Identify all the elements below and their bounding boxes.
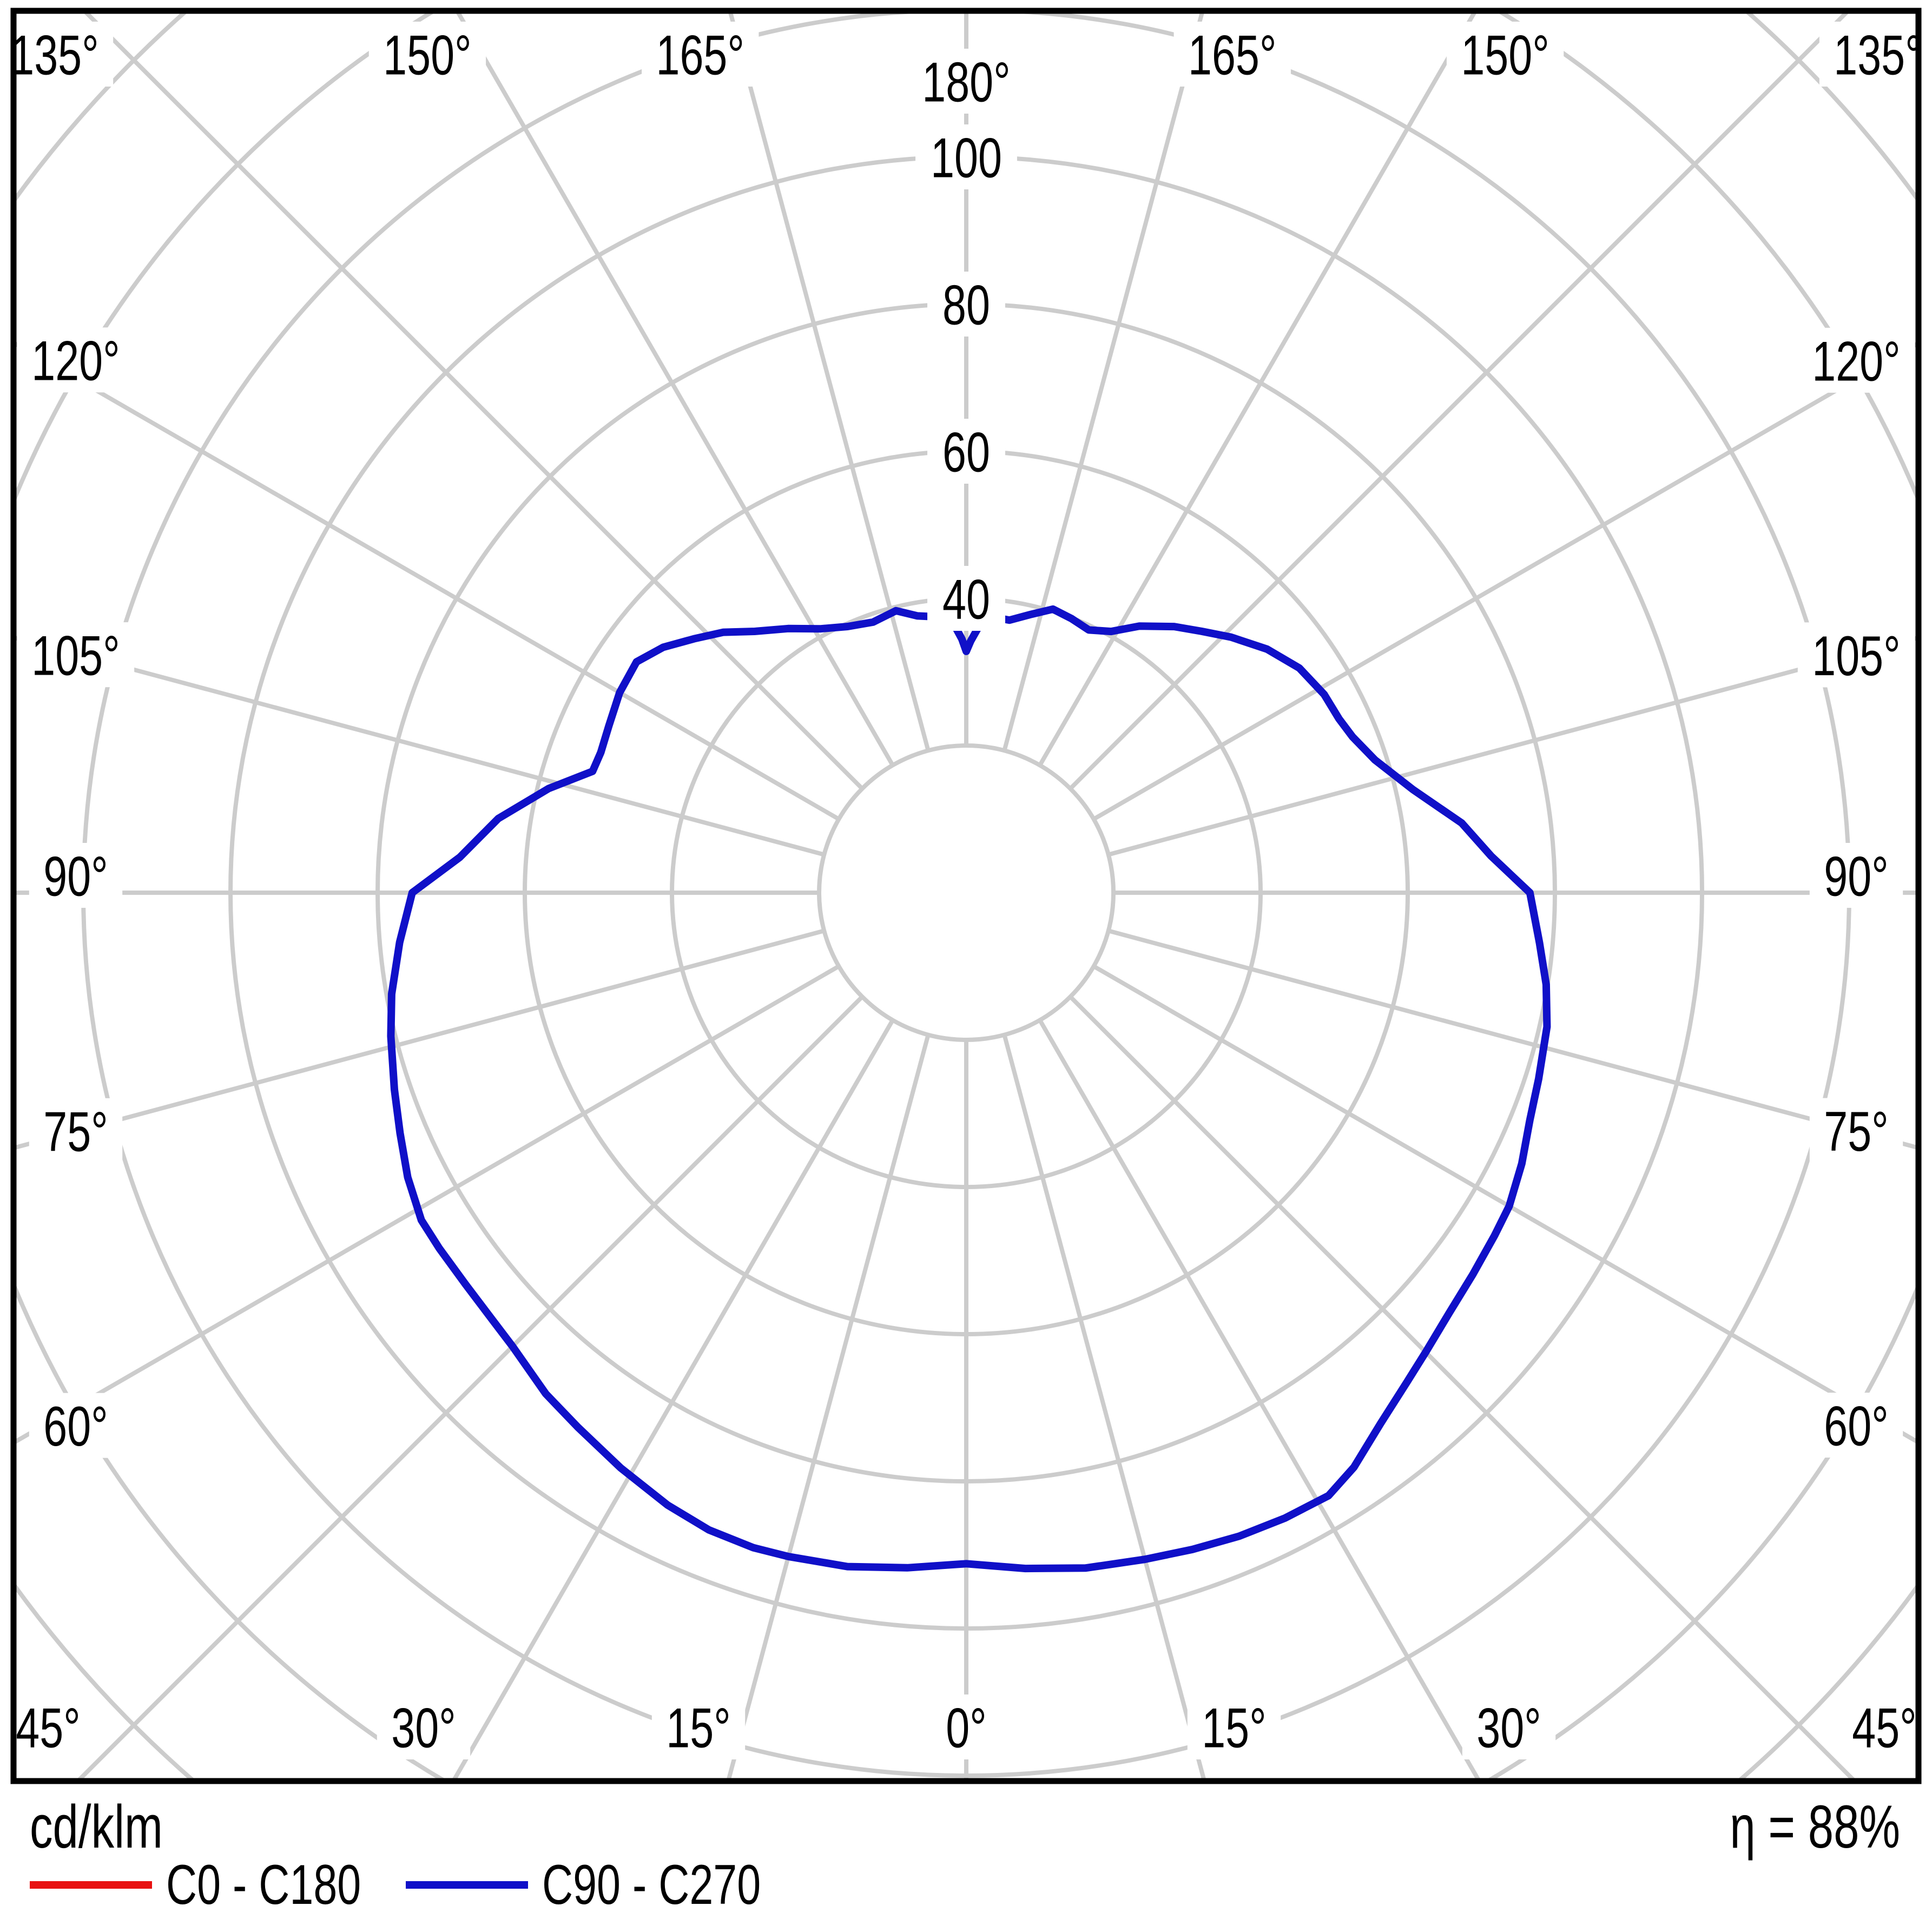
- angle-label-165-left-mask: [642, 22, 759, 87]
- legend-line-blue-icon: [406, 1881, 528, 1889]
- angle-label-135-left-mask: [0, 22, 114, 87]
- angle-label-120-left: 120°: [31, 329, 120, 392]
- legend-label-c0-c180: C0 - C180: [166, 1854, 361, 1916]
- radial-tick-label-40: 40: [942, 568, 990, 631]
- units-label-text: cd/klm: [30, 1793, 163, 1861]
- angle-label-165-left: 165°: [656, 23, 744, 87]
- angle-label-150-left-mask: [368, 22, 486, 87]
- angle-label-135-right-mask: [1819, 22, 1932, 87]
- angle-label-15-left-mask: [651, 1694, 746, 1759]
- angle-label-105-right: 105°: [1812, 624, 1900, 687]
- angle-label-15-right-mask: [1187, 1694, 1281, 1759]
- angle-label-90-left: 90°: [43, 845, 108, 908]
- angle-label-30-left-mask: [377, 1694, 471, 1759]
- radial-tick-label-80: 80: [942, 273, 990, 337]
- radial-tick-label-100: 100: [931, 126, 1002, 189]
- grid-ray-240: [14, 340, 840, 821]
- grid-ray-75: [1107, 928, 1918, 1150]
- grid-ray-15: [1002, 1034, 1207, 1781]
- angle-label-45-left: 45°: [16, 1696, 81, 1759]
- grid-ray-285: [14, 928, 825, 1150]
- angle-label-75-right-mask: [1809, 1098, 1903, 1163]
- grid-ray-165: [1002, 11, 1205, 751]
- grid-ray-150: [1038, 11, 1478, 767]
- angle-label-75-right: 75°: [1824, 1099, 1889, 1163]
- angle-label-45-right-mask: [1837, 1694, 1931, 1759]
- angle-label-150-right: 150°: [1461, 23, 1549, 87]
- legend-line-red-icon: [30, 1881, 152, 1889]
- grid-ray-60: [1092, 964, 1918, 1445]
- angle-label-90-right: 90°: [1824, 845, 1889, 908]
- angle-label-60-left-mask: [29, 1393, 123, 1458]
- grid-ray-210: [454, 11, 895, 767]
- angle-label-105-left: 105°: [31, 624, 120, 687]
- grid-ray-330: [451, 1019, 895, 1781]
- angle-label-90-left-mask: [29, 843, 123, 908]
- angle-label-60-left: 60°: [43, 1395, 108, 1458]
- angle-label-15-right: 15°: [1202, 1696, 1267, 1759]
- grid-ray-120: [1092, 340, 1918, 821]
- angle-label-120-right-mask: [1797, 327, 1915, 393]
- radial-tick-label-100-mask: [915, 124, 1017, 189]
- angle-label-75-left-mask: [29, 1098, 123, 1163]
- legend-item-c0-c180: C0 - C180: [30, 1849, 423, 1921]
- angle-label-75-left: 75°: [43, 1100, 108, 1163]
- angle-label-165-right: 165°: [1188, 23, 1276, 87]
- grid-ray-315: [75, 995, 864, 1781]
- plot-frame: [10, 8, 1922, 1784]
- grid-ray-135: [1069, 11, 1851, 790]
- angle-label-60-right-mask: [1809, 1393, 1903, 1458]
- angle-label-30-right-mask: [1462, 1694, 1556, 1759]
- angle-label-60-right: 60°: [1824, 1394, 1889, 1458]
- angle-label-15-left: 15°: [666, 1696, 731, 1759]
- angle-label-120-right: 120°: [1812, 329, 1900, 393]
- angle-label-180: 180°: [922, 50, 1010, 114]
- angle-label-165-right-mask: [1173, 22, 1291, 87]
- angle-label-150-left: 150°: [383, 23, 471, 87]
- grid-ray-345: [726, 1034, 931, 1781]
- efficiency-label-text: η = 88%: [1730, 1793, 1900, 1861]
- grid-ray-300: [14, 964, 840, 1446]
- angle-label-135-right: 135°: [1834, 23, 1922, 87]
- angle-label-135-left: 135°: [10, 23, 98, 87]
- angle-label-90-right-mask: [1809, 843, 1903, 908]
- angle-label-45-left-mask: [1, 1694, 95, 1759]
- grid-ray-105: [1107, 635, 1918, 857]
- angle-label-105-right-mask: [1797, 622, 1915, 688]
- radial-tick-label-80-mask: [927, 272, 1005, 337]
- radial-tick-label-60-mask: [927, 419, 1005, 484]
- grid-ray-195: [728, 11, 931, 751]
- legend-label-c90-c270: C90 - C270: [542, 1854, 761, 1916]
- radial-tick-label-40-mask: [927, 566, 1005, 631]
- angle-label-120-left-mask: [17, 327, 135, 393]
- angle-label-30-right: 30°: [1476, 1696, 1541, 1759]
- grid-ray-45: [1069, 995, 1858, 1781]
- legend-item-c90-c270: C90 - C270: [406, 1849, 830, 1921]
- grid-ray-255: [14, 635, 825, 857]
- angle-label-45-right: 45°: [1852, 1696, 1917, 1759]
- intensity-curve-c90-c270: [387, 605, 1551, 1573]
- units-label: cd/klm: [30, 1795, 205, 1859]
- angle-label-105-left-mask: [17, 622, 135, 688]
- angle-label-150-right-mask: [1446, 22, 1564, 87]
- angle-label-180-mask: [907, 49, 1025, 114]
- angle-label-0: 0°: [946, 1696, 987, 1759]
- angle-label-30-left: 30°: [391, 1696, 456, 1759]
- radial-tick-label-60: 60: [942, 420, 990, 484]
- grid-ray-30: [1038, 1019, 1482, 1781]
- efficiency-label: η = 88%: [1676, 1795, 1900, 1859]
- grid-ray-225: [81, 11, 864, 790]
- angle-label-0-mask: [931, 1694, 1001, 1759]
